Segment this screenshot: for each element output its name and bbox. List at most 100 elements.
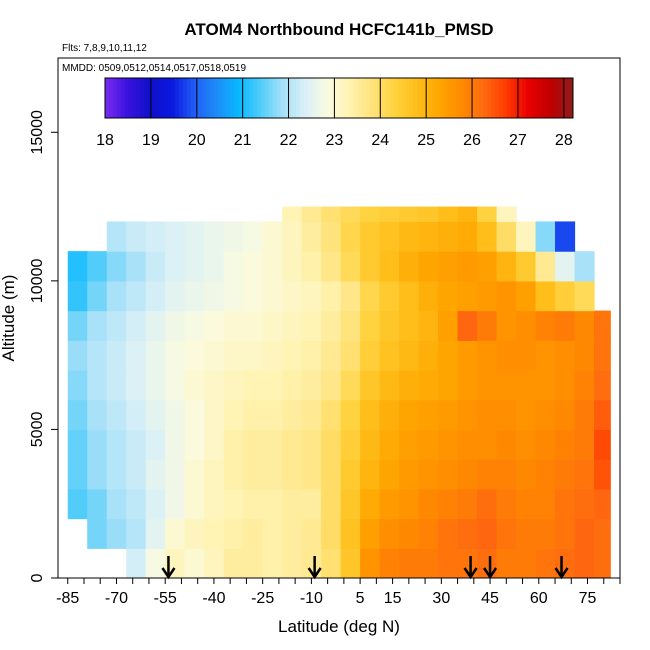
colorbar-swatch xyxy=(549,78,554,118)
heatmap-cell xyxy=(418,459,439,490)
heatmap-cell xyxy=(145,399,166,431)
heatmap-cell xyxy=(496,518,517,549)
colorbar-swatch xyxy=(147,78,153,118)
heatmap-cell xyxy=(184,221,205,252)
x-axis: -85 -70 -55 -40 -25 -10 5 15 30 45 60 75 xyxy=(56,578,621,607)
heatmap-cell xyxy=(106,518,127,549)
colorbar-swatch xyxy=(405,78,410,118)
heatmap-cell xyxy=(496,206,517,223)
heatmap-cell xyxy=(184,548,205,578)
heatmap-cell xyxy=(574,251,595,282)
heatmap-cell xyxy=(223,340,244,371)
x-tick-label: -85 xyxy=(56,590,79,607)
heatmap-cell xyxy=(574,548,595,578)
heatmap-cell xyxy=(574,459,595,490)
heatmap-cell xyxy=(106,459,127,490)
colorbar-tick-label: 20 xyxy=(188,132,206,149)
heatmap-cell xyxy=(457,518,478,549)
heatmap-cell xyxy=(204,459,225,490)
heatmap-cell xyxy=(594,518,611,549)
heatmap-cell xyxy=(243,429,264,460)
heatmap-cell xyxy=(399,488,420,520)
colorbar-swatch xyxy=(498,78,504,118)
colorbar-swatch xyxy=(210,78,215,118)
heatmap-cell xyxy=(399,206,420,223)
heatmap-cell xyxy=(145,340,166,371)
plot-frame xyxy=(57,57,621,579)
colorbar-swatch xyxy=(467,78,473,118)
heatmap-cell xyxy=(165,459,186,490)
heatmap-cell xyxy=(165,221,186,252)
heatmap-cell xyxy=(282,251,303,282)
profile-arrow xyxy=(483,556,498,580)
heatmap-cell xyxy=(165,518,186,549)
heatmap-cell xyxy=(379,548,400,578)
heatmap-cell xyxy=(399,310,420,341)
x-tick-label: -25 xyxy=(251,590,274,607)
heatmap-cell xyxy=(165,548,186,578)
heatmap-cell xyxy=(555,340,576,371)
colorbar-swatch xyxy=(456,78,461,118)
heatmap-cell xyxy=(204,310,225,341)
heatmap-cell xyxy=(438,206,459,223)
colorbar-swatch xyxy=(346,78,352,118)
heatmap-cell xyxy=(379,459,400,490)
colorbar-tick-label: 23 xyxy=(326,132,344,149)
heatmap-cell xyxy=(87,370,108,401)
heatmap-cell xyxy=(126,310,147,341)
heatmap-cell xyxy=(516,488,537,520)
heatmap-cell xyxy=(126,429,147,460)
heatmap-cell xyxy=(340,280,361,312)
colorbar-swatch xyxy=(249,78,254,118)
colorbar-tick-label: 26 xyxy=(463,132,481,149)
colorbar-swatch xyxy=(428,78,434,118)
colorbar-swatch xyxy=(206,78,211,118)
colorbar-swatch xyxy=(229,78,235,118)
heatmap-cell xyxy=(535,370,556,401)
heatmap-cell xyxy=(165,251,186,282)
colorbar-swatch xyxy=(218,78,223,118)
heatmap-cell xyxy=(67,280,88,312)
heatmap-cell xyxy=(399,370,420,401)
heatmap-cell xyxy=(184,429,205,460)
heatmap-cell xyxy=(516,548,537,578)
colorbar-swatch xyxy=(319,78,324,118)
colorbar-swatch xyxy=(471,78,476,118)
heatmap-cell xyxy=(555,280,576,312)
heatmap-cell xyxy=(418,310,439,341)
heatmap-cell xyxy=(379,310,400,341)
heatmap-cell xyxy=(87,251,108,282)
x-tick-label: -10 xyxy=(300,590,323,607)
colorbar-swatch xyxy=(448,78,453,118)
colorbar-swatch xyxy=(257,78,262,118)
heatmap-cell xyxy=(340,518,361,549)
heatmap-cell xyxy=(67,251,88,282)
heatmap-cell xyxy=(301,310,322,341)
heatmap-cell xyxy=(321,310,342,341)
colorbar-swatch xyxy=(487,78,492,118)
colorbar-swatch xyxy=(463,78,469,118)
heatmap-cell xyxy=(282,340,303,371)
heatmap-cell xyxy=(106,251,127,282)
heatmap-cell xyxy=(535,340,556,371)
flights-subtitle: Flts: 7,8,9,10,11,12 xyxy=(62,43,147,54)
heatmap-cell xyxy=(418,206,439,223)
colorbar-swatch xyxy=(530,78,535,118)
heatmap-cell xyxy=(321,518,342,549)
colorbar-swatch xyxy=(436,78,441,118)
heatmap-cell xyxy=(223,221,244,252)
heatmap-cell xyxy=(535,429,556,460)
x-tick-label: -70 xyxy=(105,590,128,607)
colorbar-swatch xyxy=(190,78,196,118)
heatmap-cell xyxy=(204,488,225,520)
heatmap-cell xyxy=(555,518,576,549)
heatmap-cell xyxy=(457,548,478,578)
colorbar-swatch xyxy=(120,78,125,118)
heatmap-cell xyxy=(106,488,127,520)
heatmap-cell xyxy=(535,399,556,431)
heatmap-cell xyxy=(67,459,88,490)
heatmap-cell xyxy=(457,251,478,282)
heatmap-cell xyxy=(360,518,381,549)
heatmap-cell xyxy=(399,221,420,252)
colorbar-swatch xyxy=(370,78,375,118)
